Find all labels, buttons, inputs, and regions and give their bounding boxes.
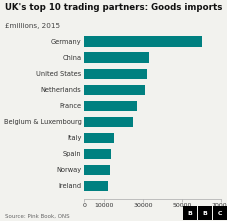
Bar [84,101,136,111]
Text: B: B [202,211,206,216]
Bar [84,117,133,127]
Bar [84,85,144,95]
Text: B: B [186,211,191,216]
Text: £millions, 2015: £millions, 2015 [5,23,59,29]
Bar [84,133,113,143]
Bar [84,149,110,159]
Bar [84,36,201,47]
Bar [84,165,109,175]
Bar [84,181,107,191]
Text: C: C [217,211,222,216]
Text: UK's top 10 trading partners: Goods imports: UK's top 10 trading partners: Goods impo… [5,3,221,12]
Bar [84,69,146,79]
FancyBboxPatch shape [212,206,226,220]
Bar [84,53,148,63]
FancyBboxPatch shape [182,206,196,220]
Text: Source: Pink Book, ONS: Source: Pink Book, ONS [5,214,69,219]
FancyBboxPatch shape [197,206,211,220]
